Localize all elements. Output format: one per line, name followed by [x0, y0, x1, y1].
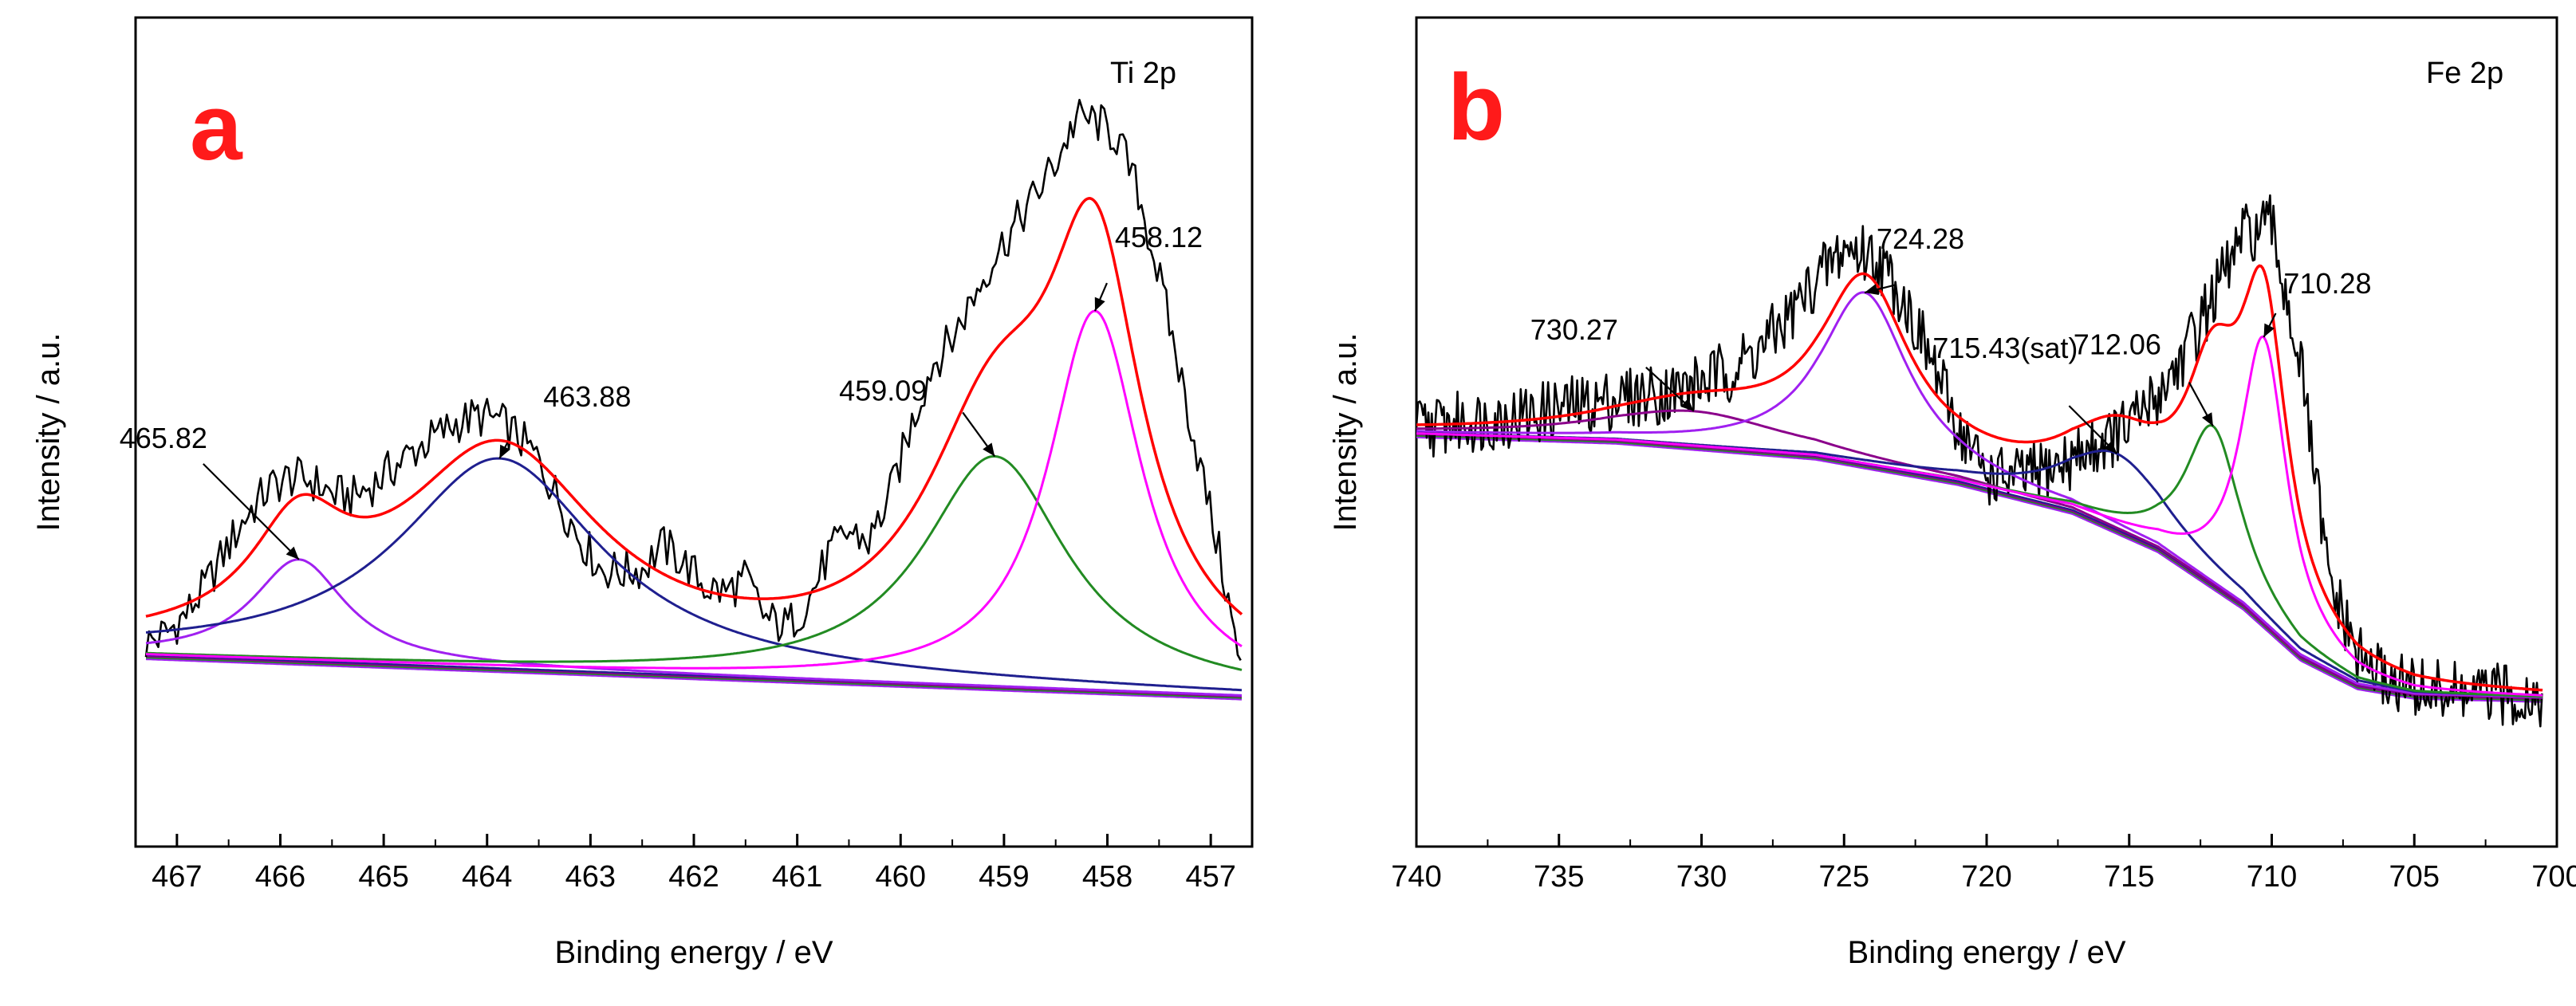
envelope-fit-line	[1416, 264, 2543, 692]
panel-b-y-axis-label: Intensity / a.u.	[1328, 332, 1363, 531]
x-tick-label: 710	[2247, 860, 2297, 894]
peak-459.09-component-line	[145, 454, 1243, 671]
x-tick-label: 730	[1676, 860, 1727, 894]
panel-b-x-ticks: 740 735 730 725 720 715 710 705 700	[1391, 834, 2576, 894]
panel-b-arrows	[1645, 283, 2277, 454]
panel-a-x-axis-label: Binding energy / eV	[554, 935, 833, 970]
panel-b-curves	[1415, 194, 2543, 728]
raw-spectrum-line	[1415, 194, 2543, 728]
panel-a-x-ticks: 467 466 465 464 463 462 461 460 459 458 457	[152, 834, 1236, 894]
peak-458.12-component-line	[145, 309, 1243, 670]
background-line-component	[1416, 436, 2543, 703]
annotation-label: 465.82	[120, 422, 207, 454]
panel-b-annotations: 730.27 724.28 715.43(sat)712.06 710.28	[1530, 222, 2372, 364]
annotation-arrow	[203, 463, 300, 560]
background-line-component	[1416, 434, 2543, 701]
peak-465.82-component-line	[145, 558, 1243, 697]
annotation-arrowhead	[286, 546, 299, 560]
x-tick-label: 459	[979, 860, 1029, 894]
x-tick-label: 725	[1819, 860, 1869, 894]
annotation-label: 712.06	[2074, 328, 2161, 361]
annotation-label: 710.28	[2283, 267, 2371, 300]
annotation-label: 463.88	[543, 380, 631, 413]
annotation-arrowhead	[1094, 297, 1105, 312]
annotation-arrowhead	[1680, 398, 1694, 411]
panel-b-x-axis-label: Binding energy / eV	[1847, 935, 2125, 970]
panel-a-arrows	[203, 282, 1108, 560]
x-tick-label: 462	[668, 860, 719, 894]
x-tick-label: 720	[1961, 860, 2011, 894]
panel-b-title: Fe 2p	[2426, 57, 2503, 90]
x-tick-label: 700	[2531, 860, 2576, 894]
panel-b: 740 735 730 725 720 715 710 705 700 730.27 724.28…	[1328, 16, 2576, 970]
x-tick-label: 463	[565, 860, 616, 894]
panel-a-curves	[144, 99, 1243, 701]
panel-a-letter: a	[190, 75, 243, 180]
background-line-component	[1416, 435, 2543, 702]
background-line-component	[145, 655, 1242, 698]
raw-spectrum-line	[144, 99, 1242, 662]
x-tick-label: 467	[152, 860, 202, 894]
x-tick-label: 465	[358, 860, 408, 894]
peak-463.88-component-line	[145, 457, 1243, 692]
annotation-arrowhead	[2202, 412, 2213, 426]
peak-710.28-component-line	[1416, 335, 2543, 697]
annotation-arrowhead	[499, 444, 510, 459]
annotation-arrowhead	[2104, 440, 2117, 454]
panel-a-annotations: 465.82 463.88 459.09 458.12	[120, 221, 1203, 454]
annotation-label: 458.12	[1115, 221, 1203, 253]
annotation-label: 724.28	[1877, 222, 1964, 255]
x-tick-label: 740	[1391, 860, 1441, 894]
annotation-label: 459.09	[839, 374, 927, 407]
x-tick-label: 705	[2389, 860, 2440, 894]
annotation-arrowhead	[983, 442, 995, 457]
envelope-fit-line	[145, 197, 1243, 618]
x-tick-label: 460	[876, 860, 926, 894]
peak-724.28-component-line	[1416, 291, 2543, 699]
x-tick-label: 458	[1082, 860, 1132, 894]
background-line-component	[145, 658, 1242, 701]
annotation-label: 715.43(sat)	[1932, 332, 2078, 364]
panel-b-letter: b	[1448, 55, 1505, 160]
x-tick-label: 466	[255, 860, 305, 894]
x-tick-label: 461	[772, 860, 822, 894]
annotation-arrowhead	[1865, 284, 1879, 295]
annotation-label: 730.27	[1530, 313, 1618, 346]
x-tick-label: 715	[2104, 860, 2154, 894]
panel-a-title: Ti 2p	[1110, 57, 1176, 90]
annotation-arrowhead	[2263, 323, 2275, 337]
panel-a: 467 466 465 464 463 462 461 460 459 458 457 465.82…	[31, 16, 1254, 970]
panel-a-y-axis-label: Intensity / a.u.	[31, 332, 66, 531]
x-tick-label: 464	[462, 860, 512, 894]
x-tick-label: 735	[1534, 860, 1584, 894]
background-line-component	[145, 657, 1242, 699]
x-tick-label: 457	[1185, 860, 1235, 894]
